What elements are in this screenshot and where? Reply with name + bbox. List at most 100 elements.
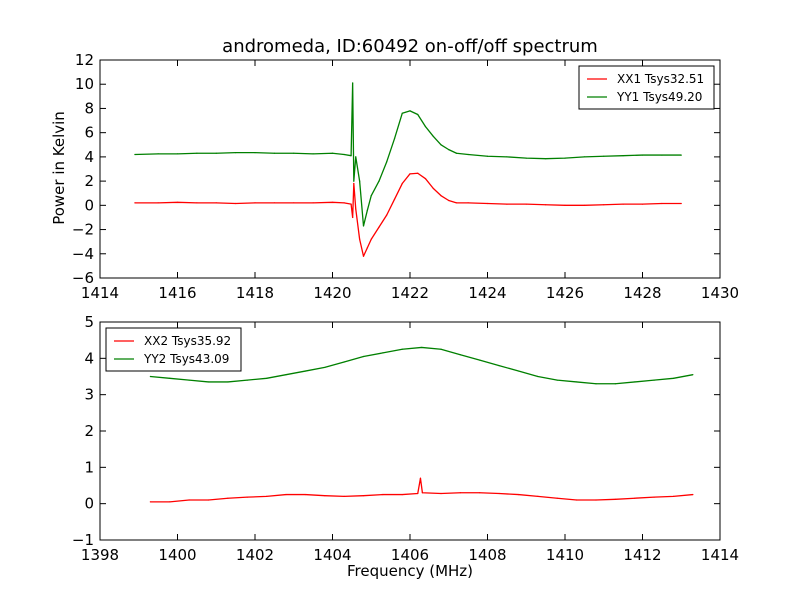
y-tick-label: −1 (72, 531, 94, 549)
legend-label: XX2 Tsys35.92 (144, 334, 231, 348)
data-point (401, 348, 403, 350)
data-point (564, 157, 566, 159)
x-tick-label: 1424 (468, 284, 506, 302)
y-tick-label: 2 (84, 422, 94, 440)
data-point (312, 202, 314, 204)
data-point (401, 112, 403, 114)
data-point (362, 495, 365, 497)
data-point (370, 195, 372, 197)
data-point (455, 202, 458, 204)
data-point (343, 495, 345, 497)
data-point (498, 492, 500, 495)
data-point (448, 199, 450, 202)
data-point (355, 156, 357, 158)
data-point (362, 355, 365, 358)
data-point (486, 155, 489, 157)
data-point (440, 348, 442, 350)
data-point (576, 381, 578, 383)
data-point (517, 370, 520, 372)
x-tick-label: 1408 (468, 546, 506, 564)
data-point (343, 361, 345, 363)
data-point (353, 182, 355, 185)
y-tick-label: 3 (84, 386, 94, 404)
data-point (285, 374, 287, 376)
y-tick-label: 10 (75, 75, 94, 93)
data-point (467, 153, 469, 156)
data-point (424, 126, 427, 128)
data-point (304, 370, 306, 372)
data-point (227, 497, 229, 499)
data-point (467, 202, 469, 204)
data-point (419, 477, 422, 479)
data-point (634, 381, 636, 383)
data-point (680, 154, 682, 156)
data-point (254, 202, 256, 204)
y-tick-label: 1 (84, 458, 94, 476)
data-point (595, 383, 597, 385)
data-point (583, 204, 585, 206)
x-tick-label: 1430 (701, 284, 739, 302)
y-axis-label-top: Power in Kelvin (50, 111, 68, 225)
data-point (680, 202, 682, 205)
data-point (312, 153, 314, 155)
data-point (293, 202, 295, 204)
data-point (506, 203, 508, 205)
data-point (207, 499, 210, 501)
y-tick-label: 12 (75, 51, 94, 69)
data-point (545, 204, 547, 206)
data-point (603, 204, 605, 206)
y-tick-label: 5 (84, 313, 94, 331)
x-axis-label-bottom: Frequency (MHz) (347, 562, 473, 580)
data-point (459, 492, 461, 494)
data-point (486, 202, 489, 205)
data-point (583, 156, 585, 158)
data-point (366, 209, 368, 211)
data-point (134, 153, 136, 156)
data-point (432, 187, 434, 189)
data-point (188, 499, 190, 501)
data-point (382, 493, 384, 496)
data-point (455, 152, 458, 154)
data-point (362, 225, 365, 227)
data-point (622, 155, 624, 157)
data-point (595, 499, 597, 501)
data-point (235, 202, 237, 205)
data-point (417, 113, 419, 116)
legend: XX1 Tsys32.51 YY1 Tsys49.20 (578, 65, 715, 110)
y-tick-label: 4 (84, 148, 94, 166)
x-tick-label: 1414 (81, 284, 119, 302)
data-point (556, 497, 558, 499)
legend-box (105, 327, 242, 372)
data-point (378, 180, 380, 182)
data-point (603, 155, 605, 157)
y-tick-label: 6 (84, 124, 94, 142)
data-point (393, 138, 396, 140)
data-point (266, 495, 268, 497)
data-point (157, 202, 159, 204)
data-point (537, 375, 539, 378)
data-point (176, 201, 179, 203)
data-point (653, 379, 655, 381)
data-point (331, 152, 334, 154)
data-point (331, 201, 334, 203)
y-tick-label: 2 (84, 172, 94, 190)
data-point (692, 374, 694, 376)
data-point (352, 216, 354, 219)
data-point (440, 195, 442, 197)
legend-label: YY2 Tsys43.09 (143, 352, 229, 366)
data-point (169, 377, 171, 379)
data-point (246, 379, 248, 381)
data-point (343, 153, 345, 156)
data-point (432, 135, 434, 137)
data-point (421, 346, 423, 349)
data-point (653, 496, 655, 498)
data-point (393, 198, 396, 200)
data-point (149, 375, 151, 378)
bottom-panel: 1398 1400 1402 1404 1406 1408 1410 1412 1414 −1 0 1… (72, 313, 739, 564)
data-point (517, 493, 520, 496)
data-point (235, 152, 237, 154)
data-point (440, 492, 442, 495)
data-point (324, 495, 326, 497)
data-point (207, 381, 210, 383)
